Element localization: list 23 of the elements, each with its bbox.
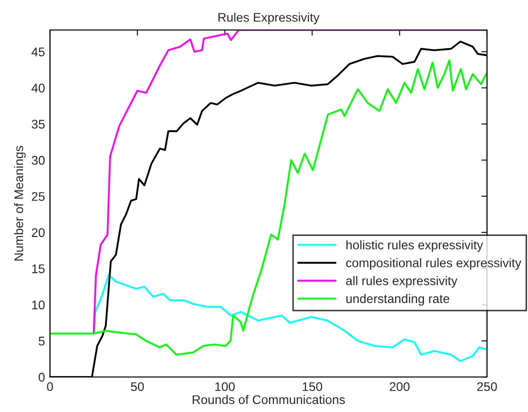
y-tick-label: 10 [32, 300, 45, 310]
legend-label: all rules expressivity [346, 276, 458, 288]
y-tick-label: 0 [38, 372, 45, 382]
x-tick-label: 200 [390, 382, 410, 392]
y-tick-label: 35 [32, 120, 45, 129]
y-tick-label: 15 [32, 264, 45, 274]
x-tick-label: 250 [477, 382, 497, 392]
chart-title: Rules Expressivity [218, 12, 320, 24]
y-tick-label: 20 [32, 228, 45, 238]
x-tick-label: 50 [130, 382, 144, 392]
y-tick-label: 30 [32, 156, 45, 165]
x-tick-label: 0 [47, 382, 53, 392]
x-tick-label: 150 [302, 382, 322, 392]
y-tick-label: 25 [32, 192, 45, 201]
y-tick-label: 40 [32, 84, 45, 92]
y-tick-label: 45 [32, 48, 45, 56]
x-tick-label: 100 [215, 382, 235, 392]
x-axis-title: Rounds of Communications [192, 394, 345, 404]
legend-label: compositional rules expressivity [346, 258, 522, 270]
legend-label: holistic rules expressivity [346, 240, 484, 252]
y-tick-label: 5 [38, 336, 45, 346]
y-axis-title: Number of Meanings [14, 146, 26, 260]
legend-label: understanding rate [346, 294, 450, 306]
